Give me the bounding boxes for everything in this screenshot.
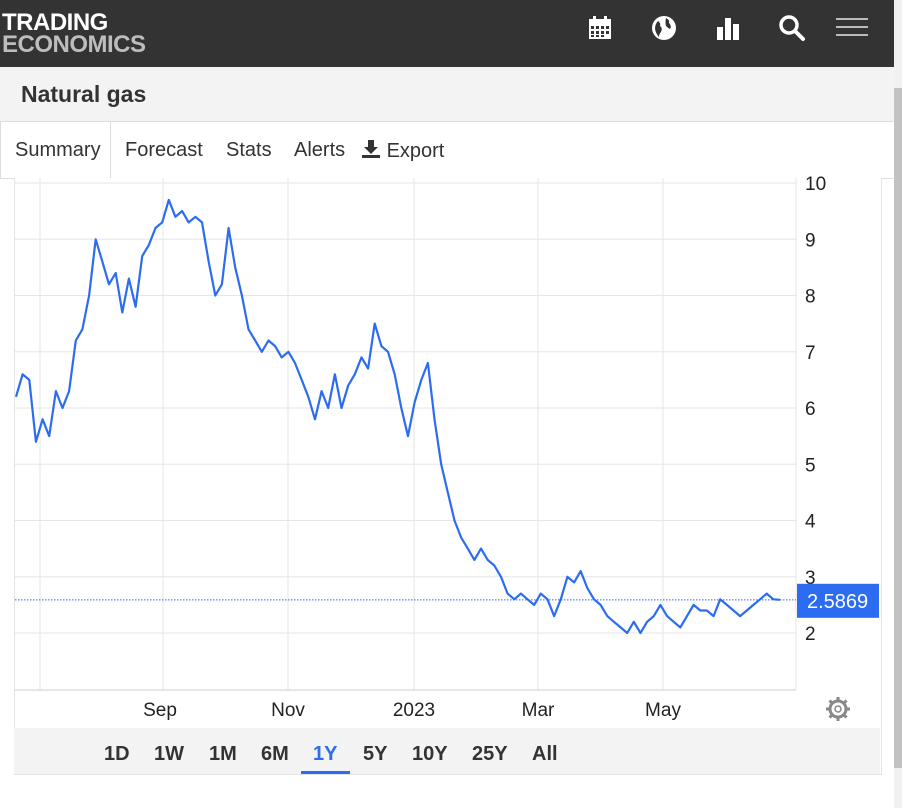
range-1m-button[interactable]: 1M xyxy=(209,743,237,765)
download-icon xyxy=(362,140,380,158)
gear-icon[interactable] xyxy=(826,697,850,721)
tab-export[interactable]: Export xyxy=(361,139,444,163)
logo-line2: ECONOMICS xyxy=(2,31,146,58)
y-tick-label: 2 xyxy=(805,624,816,645)
range-5y-button[interactable]: 5Y xyxy=(363,743,388,765)
chart-grid xyxy=(15,178,797,691)
range-25y-button[interactable]: 25Y xyxy=(472,743,508,765)
tab-alerts[interactable]: Alerts xyxy=(294,139,346,161)
series-points xyxy=(15,199,781,634)
globe-icon[interactable] xyxy=(650,14,678,42)
tab-summary[interactable]: Summary xyxy=(15,139,101,161)
y-tick-label: 4 xyxy=(805,512,816,533)
range-6m-button[interactable]: 6M xyxy=(261,743,289,765)
range-all-button[interactable]: All xyxy=(532,743,558,765)
range-1y-button[interactable]: 1Y xyxy=(313,743,338,765)
tab-divider xyxy=(110,122,111,178)
search-icon[interactable] xyxy=(778,14,806,42)
page-title: Natural gas xyxy=(21,81,147,107)
calendar-icon[interactable] xyxy=(586,14,614,42)
y-tick-label: 10 xyxy=(805,174,826,195)
x-tick-label: Sep xyxy=(143,700,177,721)
logo[interactable]: TRADING ECONOMICS xyxy=(2,9,146,58)
x-tick-label: May xyxy=(645,700,681,721)
x-tick-label: Mar xyxy=(522,700,555,721)
x-tick-label: 2023 xyxy=(393,700,435,721)
menu-icon[interactable] xyxy=(836,14,868,42)
range-1d-button[interactable]: 1D xyxy=(104,743,130,765)
y-tick-label: 8 xyxy=(805,287,816,308)
tab-export-label: Export xyxy=(386,140,445,162)
chart-panel xyxy=(14,178,882,775)
range-1w-button[interactable]: 1W xyxy=(154,743,184,765)
last-value-label: 2.5869 xyxy=(807,591,868,613)
tab-forecast[interactable]: Forecast xyxy=(125,139,203,161)
y-tick-label: 9 xyxy=(805,230,816,251)
series-line xyxy=(14,198,781,635)
range-selector xyxy=(14,728,880,774)
logo-line1: TRADING xyxy=(2,9,108,36)
bar-chart-icon[interactable] xyxy=(714,14,742,42)
last-value-badge xyxy=(797,583,879,618)
price-chart[interactable]: 2 3 4 5 6 7 8 9 10 Sep Nov 2023 Mar May 2.5869 xyxy=(0,0,894,728)
title-bar xyxy=(0,67,894,122)
y-tick-label: 5 xyxy=(805,455,816,476)
active-range-indicator xyxy=(301,771,350,774)
top-header: TRADING ECONOMICS xyxy=(0,0,894,67)
page-scrollbar-thumb[interactable] xyxy=(894,88,902,768)
range-10y-button[interactable]: 10Y xyxy=(412,743,448,765)
x-tick-label: Nov xyxy=(271,700,305,721)
y-tick-label: 6 xyxy=(805,399,816,420)
tab-bar: Summary Forecast Stats Alerts Export xyxy=(0,121,893,179)
y-tick-label: 7 xyxy=(805,343,816,364)
y-tick-label: 3 xyxy=(805,568,816,589)
tab-stats[interactable]: Stats xyxy=(226,139,272,161)
chart-axis-ticks: 2 3 4 5 6 7 8 9 10 Sep Nov 2023 Mar May xyxy=(143,174,826,721)
